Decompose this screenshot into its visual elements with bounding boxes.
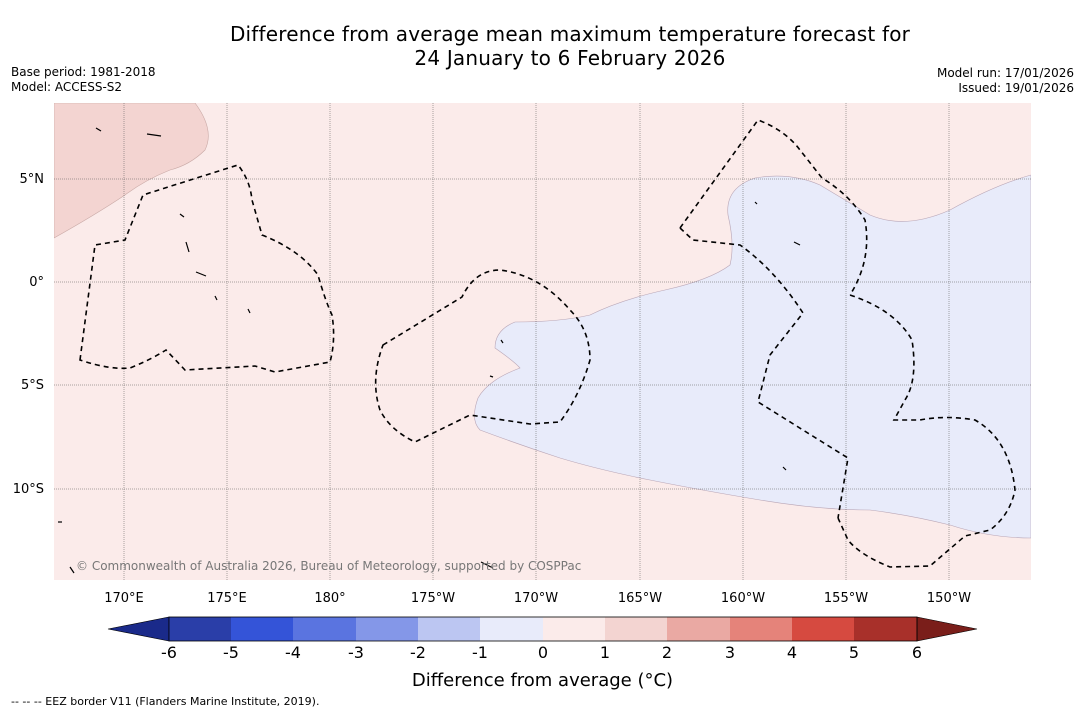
island-mark	[214, 295, 218, 301]
island-mark	[95, 127, 102, 132]
island-mark	[489, 375, 494, 378]
eez-border-east-north	[679, 119, 868, 296]
eez-border-west	[79, 164, 335, 373]
model-run: Model run: 17/01/2026	[936, 66, 1074, 80]
island-mark	[146, 133, 162, 137]
lon-label-150w: 150°W	[927, 591, 971, 606]
colorbar-segment	[418, 617, 480, 641]
copyright-text: © Commonwealth of Australia 2026, Bureau…	[76, 559, 581, 573]
colorbar-tick: -3	[348, 643, 364, 662]
colorbar-tick: -1	[472, 643, 488, 662]
colorbar-tick: -4	[285, 643, 301, 662]
eez-border-north-inner	[679, 227, 849, 519]
colorbar-tick: 5	[849, 643, 859, 662]
colorbar-tick: 6	[912, 643, 922, 662]
lon-label-160w: 160°W	[721, 591, 765, 606]
colorbar-tick: 1	[600, 643, 610, 662]
issued-date: Issued: 19/01/2026	[958, 81, 1074, 95]
island-mark	[754, 201, 758, 205]
colorbar-tick: 0	[538, 643, 548, 662]
colorbar-segment	[730, 617, 792, 641]
eez-legend-note: -- -- -- EEZ border V11 (Flanders Marine…	[11, 695, 320, 708]
colorbar-segment	[792, 617, 854, 641]
island-mark	[179, 213, 185, 218]
colorbar-title: Difference from average (°C)	[411, 670, 674, 691]
eez-borders	[79, 119, 1016, 568]
islands	[58, 127, 801, 574]
island-mark	[480, 561, 494, 569]
lon-label-175e: 175°E	[207, 591, 247, 606]
title-line-2: 24 January to 6 February 2026	[414, 46, 726, 70]
lon-label-155w: 155°W	[824, 591, 868, 606]
colorbar-segment	[480, 617, 543, 641]
island-mark	[69, 566, 75, 574]
colorbar-segment	[854, 617, 917, 641]
island-mark	[500, 339, 504, 344]
anomaly-region-1-to-2	[54, 103, 209, 239]
base-period: Base period: 1981-2018	[11, 65, 156, 79]
colorbar-segment	[667, 617, 730, 641]
colorbar-extend-low	[107, 616, 170, 642]
colorbar-tick: 3	[725, 643, 735, 662]
eez-border-central	[374, 269, 591, 443]
map-title: Difference from average mean maximum tem…	[0, 22, 1085, 70]
colorbar-tick: 2	[662, 643, 672, 662]
lat-label-0: 0°	[29, 275, 44, 290]
colorbar: -6 -5 -4 -3 -2 -1 0 1 2 3 4 5 6	[107, 616, 978, 662]
island-mark	[793, 241, 801, 246]
colorbar-tick: 4	[787, 643, 797, 662]
colorbar-tick: -5	[223, 643, 239, 662]
island-mark	[782, 466, 787, 471]
lon-label-170w: 170°W	[514, 591, 558, 606]
island-mark	[185, 241, 190, 253]
lat-label-5n: 5°N	[20, 172, 45, 187]
lat-label-5s: 5°S	[21, 378, 44, 393]
colorbar-extend-high	[916, 616, 978, 642]
colorbar-outline	[168, 616, 918, 642]
colorbar-segment	[356, 617, 418, 641]
island-mark	[195, 271, 207, 277]
anomaly-region-minus1-to-0	[474, 174, 1031, 539]
colorbar-tick: -6	[161, 643, 177, 662]
colorbar-segment	[293, 617, 356, 641]
island-mark	[247, 308, 251, 314]
lon-label-165w: 165°W	[618, 591, 662, 606]
colorbar-tick: -2	[410, 643, 426, 662]
map-area	[54, 103, 1031, 580]
lon-label-170e: 170°E	[104, 591, 144, 606]
lon-label-175w: 175°W	[411, 591, 455, 606]
lat-label-10s: 10°S	[13, 482, 44, 497]
colorbar-segment	[169, 617, 231, 641]
eez-border-east-south	[837, 294, 1016, 568]
meta-left: Base period: 1981-2018 Model: ACCESS-S2	[11, 65, 156, 95]
colorbar-segment	[231, 617, 293, 641]
meta-right: Model run: 17/01/2026 Issued: 19/01/2026	[937, 66, 1074, 96]
lon-label-180: 180°	[314, 591, 345, 606]
model-name: Model: ACCESS-S2	[11, 80, 123, 94]
colorbar-segment	[605, 617, 667, 641]
title-line-1: Difference from average mean maximum tem…	[229, 22, 911, 46]
graticule	[54, 103, 1031, 580]
colorbar-segment	[543, 617, 605, 641]
